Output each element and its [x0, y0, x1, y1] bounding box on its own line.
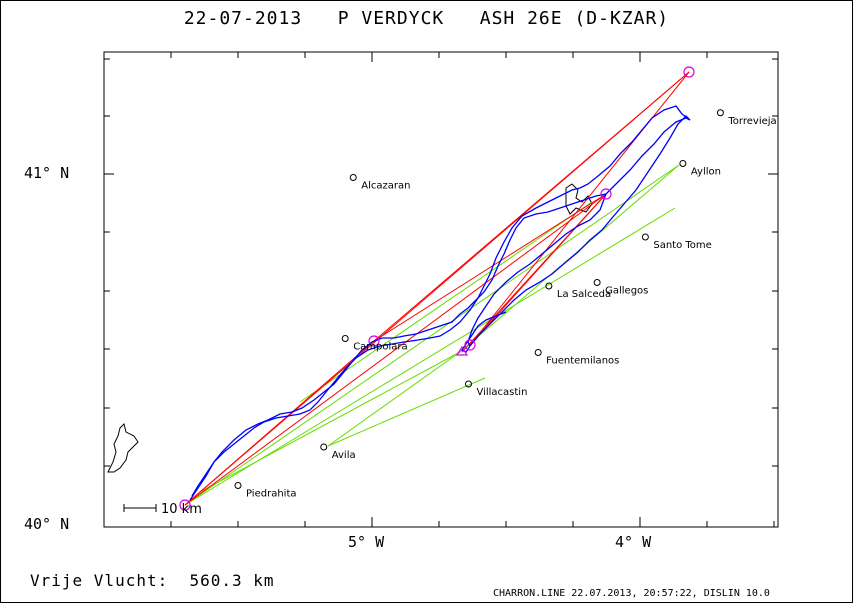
- town-label: La Salceda: [557, 289, 611, 300]
- town-label: Campolara: [353, 342, 407, 353]
- lat-label-41n: 41° N: [24, 164, 70, 182]
- scale-label: 10 km: [161, 502, 202, 517]
- turnpoints: [179, 66, 695, 511]
- lon-label-4w: 4° W: [615, 533, 652, 551]
- flight-track: [189, 105, 691, 501]
- region-border-west: [107, 423, 139, 473]
- distance-label: Vrije Vlucht: 560.3 km: [30, 571, 275, 590]
- town-label: Torrevieja: [727, 116, 776, 127]
- town-label: Avila: [332, 450, 356, 461]
- town-marker: [679, 160, 687, 167]
- town-label: Ayllon: [691, 167, 721, 178]
- turnpoint-start: [179, 499, 191, 511]
- axis-ticks: [103, 52, 778, 527]
- town-marker: [545, 282, 553, 290]
- town-label: Gallegos: [605, 286, 648, 297]
- town-marker: [341, 335, 349, 342]
- town-markers: Torrevieja Alcazaran Ayllon Santo Tome Galle…: [234, 109, 777, 500]
- page-title: 22-07-2013 P VERDYCK ASH 26E (D-KZAR): [183, 8, 670, 29]
- town-marker: [464, 380, 472, 388]
- scale-bar: 10 km: [123, 502, 202, 517]
- town-marker: [593, 279, 601, 286]
- lon-label-5w: 5° W: [348, 533, 385, 551]
- turnpoint-far: [683, 66, 695, 78]
- secondary-legs: [184, 164, 680, 506]
- turnpoint-finish: [455, 345, 469, 356]
- town-marker: [534, 349, 542, 356]
- map-border: [103, 51, 779, 528]
- town-marker: [320, 443, 328, 451]
- town-label: Santo Tome: [653, 240, 711, 251]
- town-label: Piedrahita: [246, 489, 297, 500]
- town-label: Alcazaran: [361, 181, 410, 192]
- turnpoint-ne: [600, 188, 612, 200]
- town-marker: [234, 482, 242, 489]
- town-marker: [641, 233, 649, 241]
- town-label: Villacastin: [476, 387, 527, 398]
- credit-line: CHARRON.LINE 22.07.2013, 20:57:22, DISLI…: [493, 588, 770, 599]
- turnpoint-campolara: [368, 335, 380, 347]
- turnpoint-fuentemilanos: [464, 339, 476, 351]
- town-label: Fuentemilanos: [546, 356, 619, 367]
- town-marker: [349, 174, 357, 181]
- town-marker: [716, 109, 724, 117]
- lat-label-40n: 40° N: [24, 515, 70, 533]
